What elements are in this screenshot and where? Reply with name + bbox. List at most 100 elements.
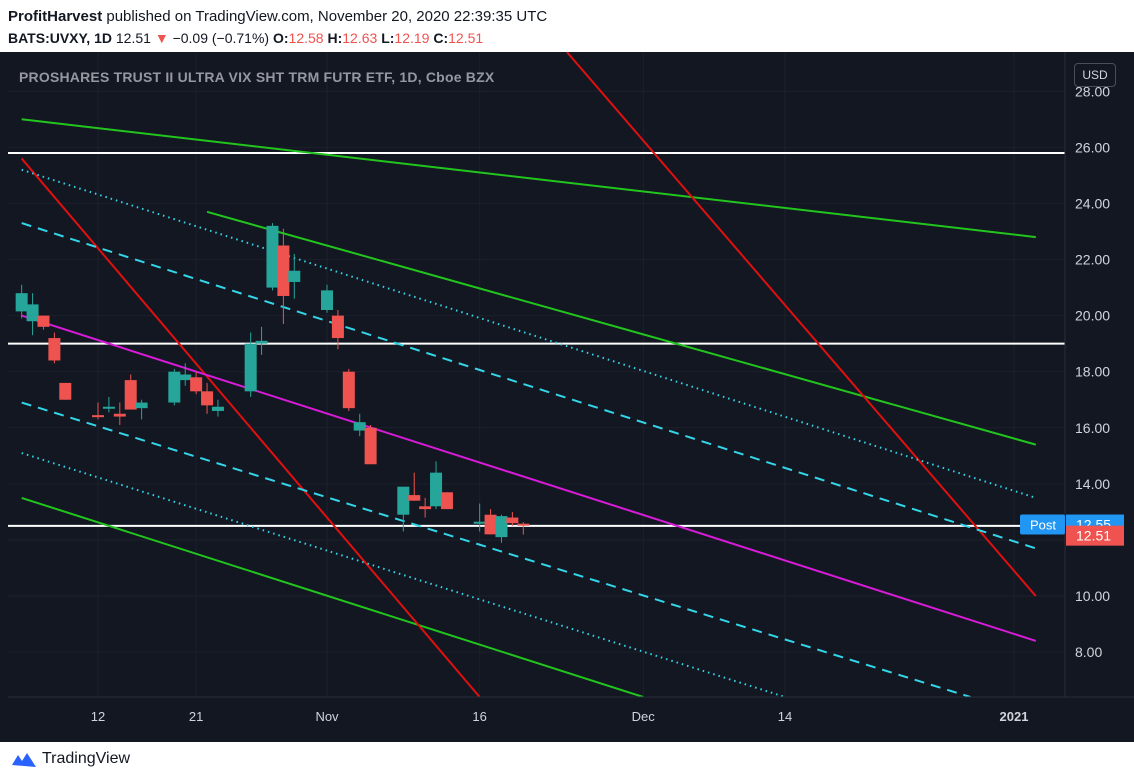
candle-down[interactable] xyxy=(190,371,203,395)
candle-up[interactable] xyxy=(211,399,224,417)
cyan-dashed-band-line[interactable] xyxy=(21,401,971,697)
candle-up[interactable] xyxy=(15,284,28,319)
candle-body xyxy=(135,402,148,409)
price-change: −0.09 (−0.71%) xyxy=(172,30,270,46)
green-channel-line[interactable] xyxy=(21,496,644,697)
candle-body xyxy=(331,315,344,339)
candle-body xyxy=(408,495,421,501)
candle-down[interactable] xyxy=(277,228,290,325)
candle-body xyxy=(168,371,181,403)
candle-body xyxy=(113,413,126,417)
high-label: H: xyxy=(327,30,343,46)
candle-body xyxy=(321,290,333,310)
candle-down[interactable] xyxy=(201,382,214,414)
chart-title: PROSHARES TRUST II ULTRA VIX SHT TRM FUT… xyxy=(19,69,495,85)
candle-body xyxy=(495,516,508,538)
price-tick-label: 22.00 xyxy=(1075,252,1110,268)
price-tick-label: 26.00 xyxy=(1075,139,1110,155)
candle-body xyxy=(255,340,268,344)
last-price-badge[interactable]: 12.51 xyxy=(1066,525,1124,546)
publish-info: ProfitHarvest published on TradingView.c… xyxy=(8,8,547,25)
candle-down[interactable] xyxy=(484,509,497,535)
candle-down[interactable] xyxy=(419,497,432,518)
candle-up[interactable] xyxy=(168,368,181,406)
candle-up[interactable] xyxy=(397,486,410,532)
candle-up[interactable] xyxy=(266,223,279,291)
candle-body xyxy=(517,523,530,526)
candle-down[interactable] xyxy=(440,492,453,510)
price-tick-label: 18.00 xyxy=(1075,364,1110,380)
time-tick-label: 14 xyxy=(778,709,792,724)
candle-up[interactable] xyxy=(135,399,148,420)
candle-up[interactable] xyxy=(321,284,333,313)
currency-button[interactable]: USD xyxy=(1074,63,1116,87)
candle-up[interactable] xyxy=(353,413,366,437)
candle-up[interactable] xyxy=(26,293,39,336)
candle-body xyxy=(201,391,214,406)
high-value: 12.63 xyxy=(342,30,378,46)
cyan-dashed-band-line[interactable] xyxy=(21,222,1037,550)
candle-body xyxy=(266,225,279,288)
open-label: O: xyxy=(272,30,289,46)
candle-down[interactable] xyxy=(506,511,519,526)
ohlc-legend: BATS:UVXY, 1D 12.51 ▼ −0.09 (−0.71%) O:1… xyxy=(8,30,483,46)
symbol-label[interactable]: BATS:UVXY, 1D xyxy=(8,30,112,46)
candle-body xyxy=(179,374,192,381)
candle-down[interactable] xyxy=(331,310,344,350)
green-channel-line[interactable] xyxy=(21,118,1036,239)
footer xyxy=(0,742,1134,781)
tradingview-label: TradingView xyxy=(42,750,131,767)
candle-up[interactable] xyxy=(288,253,301,299)
open-value: 12.58 xyxy=(288,30,324,46)
close-value: 12.51 xyxy=(448,30,484,46)
candle-body xyxy=(15,293,28,312)
time-tick-label: Nov xyxy=(315,709,339,724)
price-tick-label: 20.00 xyxy=(1075,308,1110,324)
candle-down[interactable] xyxy=(517,522,530,535)
price-chart[interactable]: 28.00 26.00 24.00 22.00 20.00 18.00 16.00 14.00… xyxy=(0,52,1134,742)
price-tick-label: 8.00 xyxy=(1075,644,1102,660)
candle-up[interactable] xyxy=(255,326,268,355)
tradingview-logo-icon xyxy=(12,753,36,767)
candle-down[interactable] xyxy=(342,368,355,411)
candle-down[interactable] xyxy=(59,382,72,400)
price-tick-label: 24.00 xyxy=(1075,195,1110,211)
candle-body xyxy=(440,492,453,510)
candle-down[interactable] xyxy=(48,332,61,364)
tradingview-brand[interactable]: TradingView xyxy=(10,748,130,772)
time-tick-label: 12 xyxy=(91,709,105,724)
publication-header: ProfitHarvest published on TradingView.c… xyxy=(0,0,1134,52)
candle-down[interactable] xyxy=(124,374,137,410)
candle-up[interactable] xyxy=(179,363,192,386)
magenta-regression-line[interactable] xyxy=(21,314,1037,642)
candle-up[interactable] xyxy=(495,514,508,543)
time-tick-label: 2021 xyxy=(1000,709,1029,724)
publisher-name[interactable]: ProfitHarvest xyxy=(8,8,103,25)
post-label: Post xyxy=(1030,518,1056,533)
candle-up[interactable] xyxy=(473,503,486,532)
green-channel-line[interactable] xyxy=(206,210,1037,446)
candle-down[interactable] xyxy=(408,472,421,501)
candle-body xyxy=(244,343,257,392)
candle-up[interactable] xyxy=(430,461,443,510)
candle-down[interactable] xyxy=(37,315,50,330)
red-trend-line[interactable] xyxy=(20,157,481,697)
time-tick-label: 21 xyxy=(189,709,203,724)
candle-down[interactable] xyxy=(92,402,104,420)
last-price-box xyxy=(1066,525,1124,546)
candle-body xyxy=(37,315,50,327)
candle-body xyxy=(92,415,104,418)
candle-body xyxy=(211,406,224,411)
red-trend-line[interactable] xyxy=(566,52,1037,597)
candle-up[interactable] xyxy=(244,332,257,397)
last-price: 12.51 xyxy=(115,30,151,46)
candle-body xyxy=(506,517,519,524)
low-label: L: xyxy=(381,30,395,46)
candle-down[interactable] xyxy=(113,402,126,425)
candle-down[interactable] xyxy=(364,424,377,465)
last-price-value: 12.51 xyxy=(1076,528,1111,544)
candle-up[interactable] xyxy=(102,396,115,413)
candle-body xyxy=(124,380,137,410)
post-label-box xyxy=(1020,514,1065,535)
candle-body xyxy=(430,472,443,507)
